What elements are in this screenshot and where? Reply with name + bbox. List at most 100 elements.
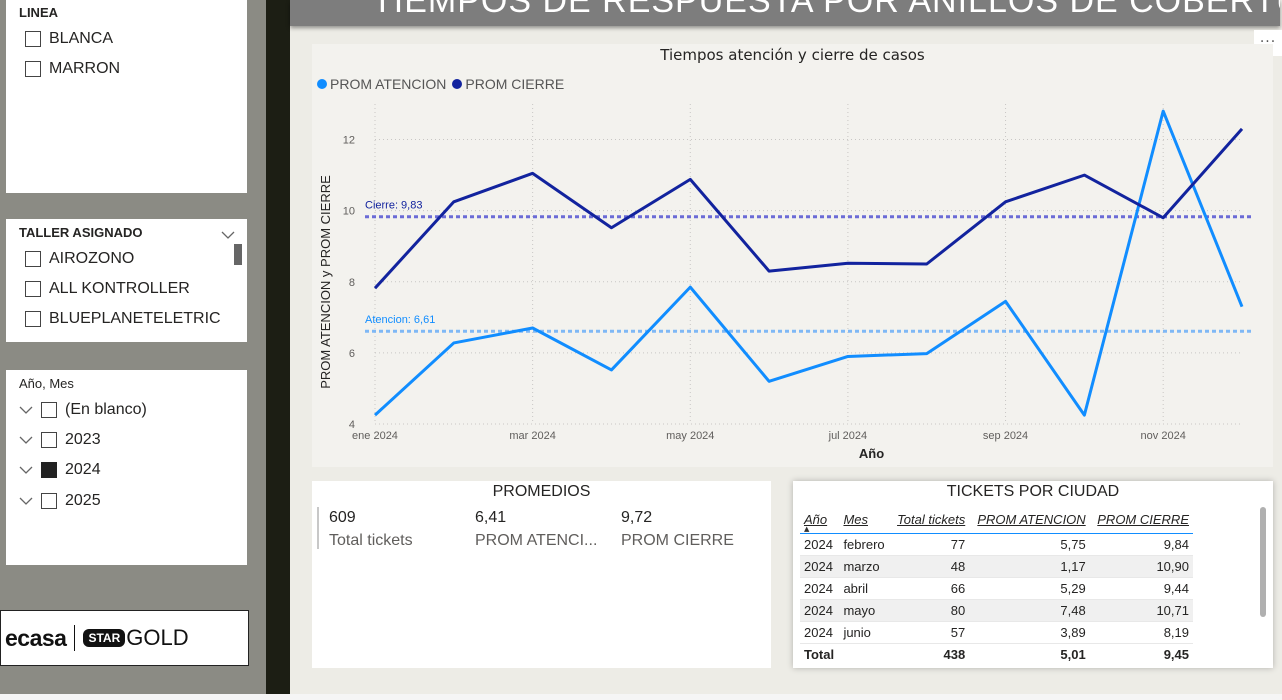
checkbox[interactable] xyxy=(25,31,41,47)
slicer-item-label: ALL KONTROLLER xyxy=(49,280,190,297)
cell-prom-atencion: 7,48 xyxy=(969,599,1090,622)
slicer-item-blueplaneteletric[interactable]: BLUEPLANETELETRIC xyxy=(25,308,221,330)
legend-label: PROM ATENCION xyxy=(330,76,447,92)
slicer-item-marron[interactable]: MARRON xyxy=(25,58,120,80)
page-title-banner: TIEMPOS DE RESPUESTA POR ANILLOS DE COBE… xyxy=(290,0,1280,26)
chevron-down-icon[interactable] xyxy=(221,225,235,244)
y-tick-label: 4 xyxy=(349,419,355,431)
table-total-row: Total 438 5,01 9,45 xyxy=(800,642,1193,665)
slicer-linea: LINEA BLANCA MARRON xyxy=(6,0,247,193)
table-row[interactable]: 2024 junio 57 3,89 8,19 xyxy=(800,621,1193,644)
checkbox[interactable] xyxy=(25,251,41,267)
sort-ascending-icon: ▲ xyxy=(804,525,810,533)
checkbox[interactable] xyxy=(25,281,41,297)
tickets-por-ciudad-card[interactable]: TICKETS POR CIUDAD Año Mes Total tickets… xyxy=(793,481,1273,668)
cell-prom-cierre: 8,19 xyxy=(1089,621,1193,644)
line-chart-visual[interactable]: 4 6 8 10 12 ene 2024 mar 2024 may 2024 jul 2024 s… xyxy=(312,44,1273,467)
checkbox[interactable] xyxy=(41,432,57,448)
cell-mes: mayo xyxy=(839,599,891,622)
slicer-item-label: 2024 xyxy=(65,461,101,478)
legend-item-atencion[interactable]: PROM ATENCION xyxy=(317,76,446,92)
x-tick-label: nov 2024 xyxy=(1141,430,1186,442)
table-row[interactable]: 2024 febrero 77 5,75 9,84 xyxy=(800,533,1193,556)
reference-line-label: Cierre: 9,83 xyxy=(365,200,422,212)
cell-prom-atencion: 5,29 xyxy=(969,577,1090,600)
checkbox[interactable] xyxy=(41,493,57,509)
cell-prom-cierre: 9,44 xyxy=(1089,577,1193,600)
logo-ecasa: ecasa xyxy=(5,624,67,651)
cell-prom-atencion: 3,89 xyxy=(969,621,1090,644)
scrollbar[interactable] xyxy=(234,244,242,265)
series-line xyxy=(373,127,1244,290)
cell-total-tickets: 80 xyxy=(890,599,970,622)
slicer-item-airozono[interactable]: AIROZONO xyxy=(25,248,134,270)
slicer-title: TALLER ASIGNADO xyxy=(19,225,143,240)
slicer-item-2023[interactable]: 2023 xyxy=(19,429,101,451)
cell-total-tickets: 77 xyxy=(890,533,970,556)
legend-marker xyxy=(317,79,327,89)
cell-prom-atencion: 5,75 xyxy=(969,533,1090,556)
legend-marker xyxy=(452,79,463,89)
checkbox[interactable] xyxy=(25,61,41,77)
slicer-item-label: AIROZONO xyxy=(49,250,135,267)
chevron-down-icon[interactable] xyxy=(19,405,33,415)
x-tick-label: sep 2024 xyxy=(983,430,1028,442)
slicer-item-blanca[interactable]: BLANCA xyxy=(25,28,113,50)
table-row[interactable]: 2024 mayo 80 7,48 10,71 xyxy=(800,599,1193,622)
chart-title: Tiempos atención y cierre de casos xyxy=(660,46,925,64)
y-tick-label: 10 xyxy=(343,206,355,218)
promedios-card[interactable]: PROMEDIOS 609 Total tickets 6,41 PROM AT… xyxy=(312,481,771,668)
cell-total-label: Total xyxy=(800,642,840,665)
chart-legend: PROM ATENCION PROM CIERRE xyxy=(317,76,570,92)
slicer-item-2025[interactable]: 2025 xyxy=(19,490,101,512)
table-header-row: Año Mes Total tickets PROM ATENCION PROM… xyxy=(800,507,1193,534)
checkbox[interactable] xyxy=(25,311,41,327)
column-header-total-tickets[interactable]: Total tickets xyxy=(890,507,970,534)
slicer-anio-mes: Año, Mes (En blanco) 2023 2024 2025 xyxy=(6,370,247,565)
chevron-down-icon[interactable] xyxy=(19,435,33,445)
kpi-label-prom-cierre: PROM CIERRE xyxy=(621,532,734,549)
slicer-item-2024[interactable]: 2024 xyxy=(19,459,101,481)
page-tabs-bar xyxy=(0,694,1282,700)
cell-total-tickets: 438 xyxy=(890,642,970,665)
scrollbar[interactable] xyxy=(1260,507,1266,617)
tickets-title: TICKETS POR CIUDAD xyxy=(946,483,1120,500)
reference-line-label: Atencion: 6,61 xyxy=(365,314,435,326)
slicer-item-label: MARRON xyxy=(49,60,121,77)
tickets-table: Año Mes Total tickets PROM ATENCION PROM… xyxy=(800,507,1193,665)
checkbox[interactable] xyxy=(41,402,57,418)
cell-anio: 2024 xyxy=(800,555,840,578)
cell-anio: 2024 xyxy=(800,599,840,622)
slicer-item-label: BLANCA xyxy=(49,30,114,47)
cell-prom-atencion: 1,17 xyxy=(969,555,1090,578)
filter-panel: LINEA BLANCA MARRON TALLER ASIGNADO AIRO… xyxy=(0,0,266,700)
y-tick-label: 12 xyxy=(343,135,355,147)
slicer-item-label: (En blanco) xyxy=(65,401,147,418)
table-row[interactable]: 2024 marzo 48 1,17 10,90 xyxy=(800,555,1193,578)
logo-gold: GOLD xyxy=(126,625,189,650)
table-row[interactable]: 2024 abril 66 5,29 9,44 xyxy=(800,577,1193,600)
slicer-title: Año, Mes xyxy=(19,376,74,391)
slicer-title: LINEA xyxy=(19,5,58,20)
kpi-label-total-tickets: Total tickets xyxy=(329,532,413,549)
slicer-item-all-kontroller[interactable]: ALL KONTROLLER xyxy=(25,278,190,300)
legend-label: PROM CIERRE xyxy=(465,76,565,92)
chevron-down-icon[interactable] xyxy=(19,465,33,475)
column-header-mes[interactable]: Mes xyxy=(839,507,891,534)
cell-total-mes xyxy=(839,642,891,665)
page-title: TIEMPOS DE RESPUESTA POR ANILLOS DE COBE… xyxy=(372,0,1280,20)
cell-anio: 2024 xyxy=(800,621,840,644)
chevron-down-icon[interactable] xyxy=(19,496,33,506)
column-header-anio[interactable]: Año xyxy=(800,507,840,534)
column-header-prom-atencion[interactable]: PROM ATENCION xyxy=(969,507,1090,534)
x-tick-label: jul 2024 xyxy=(828,430,868,442)
y-tick-label: 6 xyxy=(349,348,355,360)
divider-strip xyxy=(266,0,290,700)
column-header-prom-cierre[interactable]: PROM CIERRE xyxy=(1089,507,1193,534)
card-accent-bar xyxy=(317,507,319,549)
legend-item-cierre[interactable]: PROM CIERRE xyxy=(452,76,564,92)
slicer-item-label: BLUEPLANETELETRIC xyxy=(49,310,221,327)
slicer-item-en-blanco[interactable]: (En blanco) xyxy=(19,399,147,421)
checkbox-checked[interactable] xyxy=(41,462,57,478)
slicer-item-label: 2025 xyxy=(65,492,101,509)
